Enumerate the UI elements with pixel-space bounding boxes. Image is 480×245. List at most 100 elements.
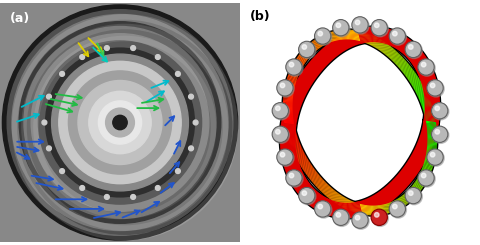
Circle shape [408, 45, 413, 49]
Circle shape [300, 42, 316, 59]
Circle shape [435, 106, 440, 110]
Circle shape [435, 130, 440, 134]
Circle shape [302, 191, 307, 196]
Circle shape [371, 20, 387, 36]
Circle shape [131, 195, 135, 199]
Circle shape [314, 28, 331, 44]
Circle shape [315, 29, 332, 45]
Circle shape [80, 55, 84, 60]
Circle shape [355, 215, 360, 220]
Circle shape [276, 130, 280, 134]
Circle shape [42, 120, 47, 125]
Circle shape [419, 171, 435, 187]
Circle shape [314, 201, 331, 217]
Circle shape [47, 146, 51, 151]
Circle shape [12, 14, 228, 231]
Circle shape [105, 195, 109, 199]
Circle shape [405, 41, 421, 58]
Circle shape [318, 204, 323, 209]
Circle shape [131, 46, 135, 50]
Circle shape [276, 106, 280, 110]
Circle shape [419, 60, 435, 76]
Circle shape [336, 213, 341, 217]
Circle shape [2, 5, 238, 240]
Circle shape [189, 146, 193, 151]
Circle shape [106, 108, 134, 137]
Circle shape [277, 80, 293, 96]
Circle shape [280, 83, 285, 88]
Circle shape [80, 185, 84, 190]
Circle shape [176, 169, 180, 173]
Circle shape [393, 31, 397, 36]
Circle shape [334, 210, 350, 226]
Circle shape [24, 26, 216, 219]
Circle shape [355, 20, 360, 25]
Circle shape [431, 83, 435, 88]
Circle shape [315, 202, 332, 218]
Circle shape [334, 21, 350, 37]
Circle shape [193, 120, 198, 125]
Circle shape [371, 209, 387, 225]
Circle shape [98, 101, 142, 144]
Circle shape [427, 80, 443, 96]
Circle shape [31, 34, 209, 211]
Circle shape [418, 170, 434, 186]
Circle shape [432, 126, 448, 142]
Circle shape [372, 210, 388, 226]
Circle shape [333, 209, 349, 225]
Circle shape [287, 171, 303, 187]
Circle shape [421, 173, 426, 178]
Circle shape [52, 54, 188, 191]
Circle shape [7, 10, 233, 235]
Circle shape [287, 60, 303, 76]
Circle shape [280, 152, 285, 157]
Circle shape [352, 17, 368, 33]
Circle shape [60, 169, 64, 173]
Circle shape [189, 94, 193, 99]
Circle shape [46, 48, 194, 197]
Circle shape [408, 191, 413, 196]
Text: (a): (a) [10, 12, 30, 25]
Circle shape [300, 188, 316, 205]
Circle shape [432, 104, 449, 120]
Circle shape [286, 170, 302, 186]
Circle shape [278, 150, 294, 166]
Circle shape [406, 188, 422, 205]
Circle shape [47, 94, 51, 99]
Circle shape [390, 202, 407, 218]
Circle shape [389, 201, 406, 217]
Circle shape [113, 115, 127, 130]
Circle shape [333, 20, 349, 36]
Circle shape [78, 81, 162, 164]
Circle shape [176, 72, 180, 76]
Circle shape [89, 91, 151, 154]
Circle shape [393, 204, 397, 209]
Circle shape [105, 46, 109, 50]
Circle shape [374, 23, 379, 27]
Circle shape [289, 62, 294, 67]
Circle shape [286, 59, 302, 75]
Circle shape [60, 72, 64, 76]
Circle shape [405, 187, 421, 204]
Circle shape [406, 42, 422, 59]
Circle shape [432, 103, 448, 119]
Circle shape [273, 104, 289, 120]
Circle shape [318, 31, 323, 36]
Circle shape [372, 21, 388, 37]
Circle shape [38, 41, 202, 204]
Circle shape [353, 213, 369, 229]
Circle shape [432, 127, 449, 143]
Circle shape [272, 103, 288, 119]
Circle shape [302, 45, 307, 49]
Circle shape [156, 55, 160, 60]
Circle shape [336, 23, 341, 27]
Circle shape [421, 62, 426, 67]
Circle shape [428, 81, 444, 97]
Circle shape [299, 187, 315, 204]
Circle shape [19, 22, 221, 223]
Circle shape [277, 149, 293, 165]
Circle shape [299, 41, 315, 58]
Circle shape [289, 173, 294, 178]
Circle shape [69, 71, 172, 174]
Circle shape [353, 18, 369, 34]
